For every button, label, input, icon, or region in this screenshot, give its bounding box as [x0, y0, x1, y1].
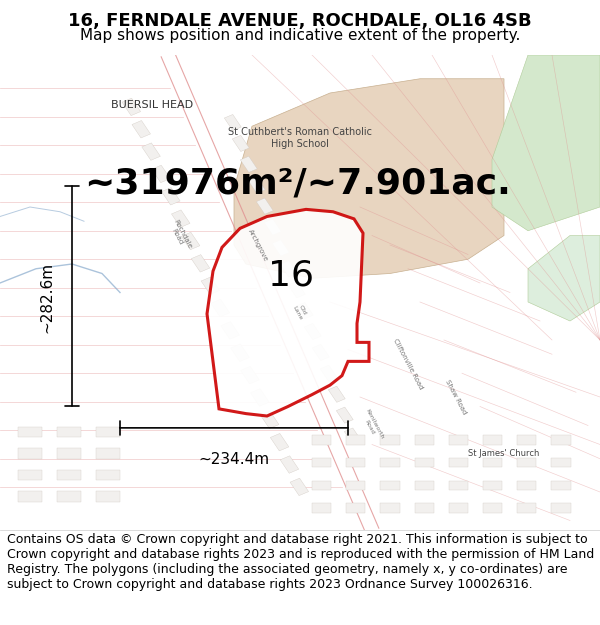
Bar — [221, 322, 239, 339]
Bar — [312, 481, 331, 490]
Bar — [260, 411, 279, 429]
Bar — [380, 458, 400, 468]
Bar — [517, 481, 536, 490]
Bar — [172, 210, 190, 227]
Text: 16: 16 — [268, 259, 314, 293]
Polygon shape — [492, 55, 600, 231]
Bar — [483, 503, 502, 513]
Bar — [346, 503, 365, 513]
Bar — [280, 456, 299, 473]
Bar — [191, 254, 210, 272]
Text: St James' Church: St James' Church — [469, 449, 539, 459]
Bar — [483, 481, 502, 490]
Bar — [336, 407, 353, 423]
Bar — [57, 469, 81, 480]
Bar — [328, 386, 345, 402]
Bar — [449, 481, 468, 490]
Text: St Cuthbert's Roman Catholic
High School: St Cuthbert's Roman Catholic High School — [228, 127, 372, 149]
Bar — [380, 481, 400, 490]
Bar — [142, 143, 160, 160]
Text: Contains OS data © Crown copyright and database right 2021. This information is : Contains OS data © Crown copyright and d… — [7, 533, 595, 591]
Bar — [304, 324, 321, 339]
Bar — [415, 481, 434, 490]
Bar — [251, 389, 269, 406]
Bar — [96, 448, 120, 459]
Bar — [181, 232, 200, 250]
Text: 16, FERNDALE AVENUE, ROCHDALE, OL16 4SB: 16, FERNDALE AVENUE, ROCHDALE, OL16 4SB — [68, 12, 532, 30]
Bar — [288, 282, 305, 298]
Bar — [517, 435, 536, 444]
Bar — [483, 435, 502, 444]
Text: BUERSIL HEAD: BUERSIL HEAD — [111, 100, 193, 110]
Bar — [248, 177, 265, 193]
Bar — [312, 435, 331, 444]
Bar — [18, 469, 42, 480]
Bar — [346, 458, 365, 468]
Bar — [551, 481, 571, 490]
Text: ~31976m²/~7.901ac.: ~31976m²/~7.901ac. — [84, 167, 511, 201]
Bar — [380, 435, 400, 444]
Text: ~234.4m: ~234.4m — [199, 452, 269, 467]
Bar — [290, 478, 308, 496]
Bar — [415, 435, 434, 444]
Bar — [483, 458, 502, 468]
Bar — [231, 344, 250, 361]
Bar — [346, 435, 365, 444]
Bar — [551, 458, 571, 468]
Polygon shape — [234, 79, 504, 278]
Bar — [18, 448, 42, 459]
Bar — [57, 427, 81, 438]
Polygon shape — [528, 236, 600, 321]
Bar — [551, 503, 571, 513]
Text: Cliftonville Road: Cliftonville Road — [392, 338, 424, 390]
Bar — [380, 503, 400, 513]
Bar — [161, 188, 180, 205]
Text: Shaw Road: Shaw Road — [445, 379, 467, 416]
Text: Archgrove: Archgrove — [247, 228, 269, 262]
Bar — [449, 458, 468, 468]
Text: Kenilworth
Road: Kenilworth Road — [359, 408, 385, 442]
Bar — [256, 198, 273, 214]
Bar — [18, 491, 42, 501]
Text: Map shows position and indicative extent of the property.: Map shows position and indicative extent… — [80, 28, 520, 43]
Bar — [232, 136, 249, 151]
Bar — [312, 344, 329, 361]
Bar — [415, 458, 434, 468]
Bar — [96, 469, 120, 480]
Bar — [201, 277, 220, 294]
Bar — [264, 219, 281, 235]
Text: Rochdale
Road: Rochdale Road — [167, 218, 193, 252]
Bar — [517, 503, 536, 513]
Bar — [344, 428, 361, 444]
Bar — [57, 448, 81, 459]
Bar — [132, 121, 151, 138]
Bar — [280, 261, 297, 277]
Bar — [57, 491, 81, 501]
Text: ~282.6m: ~282.6m — [39, 262, 54, 332]
Bar — [517, 458, 536, 468]
Text: Old
Lane: Old Lane — [292, 302, 308, 321]
Bar — [96, 427, 120, 438]
Bar — [312, 458, 331, 468]
Polygon shape — [207, 209, 369, 416]
Bar — [241, 366, 259, 384]
Bar — [296, 302, 313, 319]
Bar — [312, 503, 331, 513]
Bar — [415, 503, 434, 513]
Bar — [224, 114, 241, 131]
Bar — [449, 435, 468, 444]
Bar — [240, 156, 257, 172]
Bar — [346, 481, 365, 490]
Bar — [211, 299, 230, 317]
Bar — [320, 365, 337, 381]
Bar — [272, 240, 289, 256]
Bar — [449, 503, 468, 513]
Bar — [152, 165, 170, 182]
Bar — [551, 435, 571, 444]
Bar — [96, 491, 120, 501]
Bar — [122, 98, 140, 116]
Bar — [18, 427, 42, 438]
Bar — [270, 434, 289, 451]
